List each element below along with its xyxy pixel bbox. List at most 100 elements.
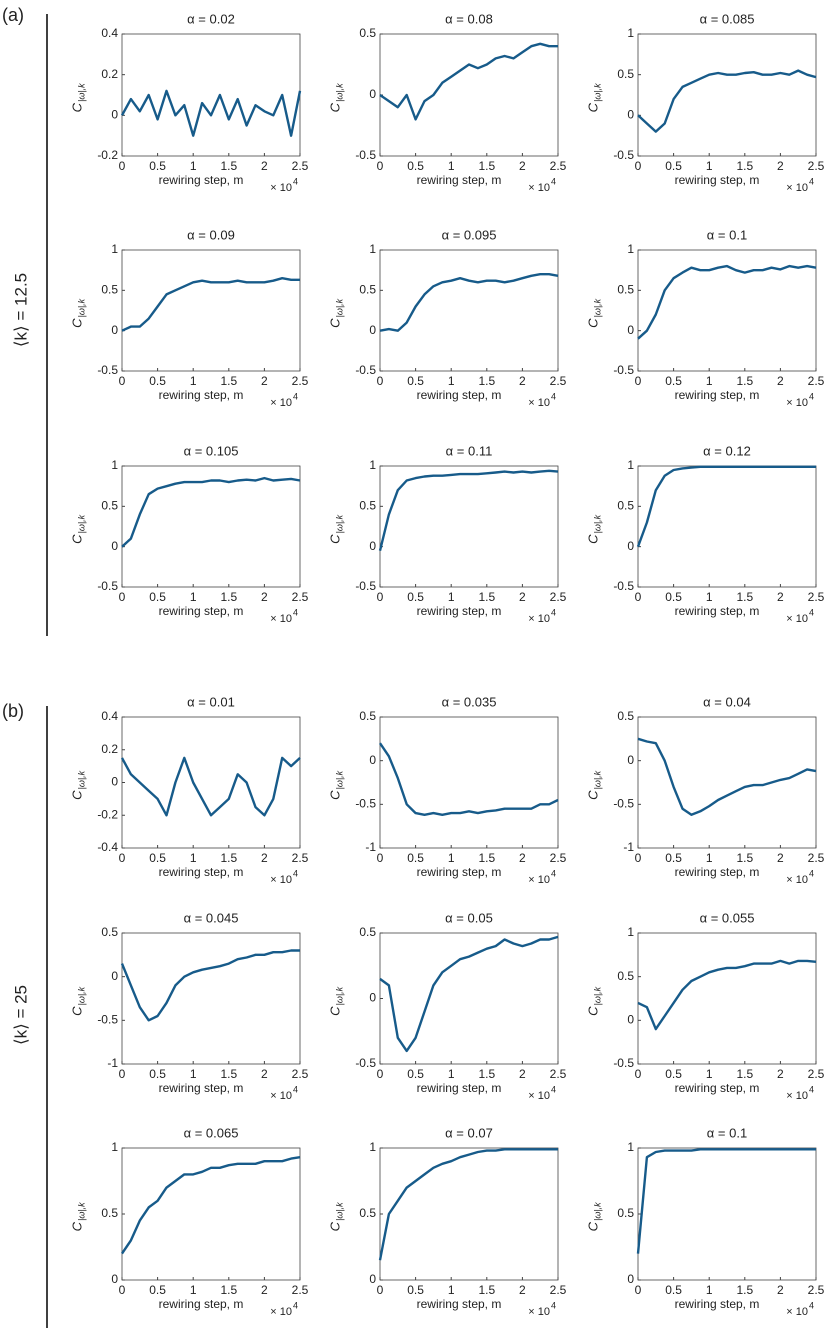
y-label-sub: |ω|,k xyxy=(76,986,86,1005)
y-tick-label: 0.4 xyxy=(101,709,118,723)
data-line xyxy=(120,756,301,817)
x-tick-label: 2 xyxy=(519,1067,526,1081)
y-label-sub: |ω|,k xyxy=(76,770,86,789)
x-tick-label: 0.5 xyxy=(149,590,166,604)
data-line xyxy=(637,959,817,1031)
x-exponent: 4 xyxy=(809,1300,814,1310)
y-tick-label: 0.5 xyxy=(101,925,118,939)
x-tick-label: 2.5 xyxy=(292,374,309,388)
x-exponent: 4 xyxy=(551,1084,556,1094)
x-tick-label: 2 xyxy=(261,159,268,173)
x-multiplier: × 10 xyxy=(270,613,292,625)
y-tick-label: 1 xyxy=(369,242,376,256)
x-tick-label: 0.5 xyxy=(407,1067,424,1081)
chart-title: α = 0.05 xyxy=(445,910,493,925)
x-tick-label: 1.5 xyxy=(478,851,495,865)
chart-title: α = 0.035 xyxy=(442,694,497,709)
x-multiplier: × 10 xyxy=(270,1306,292,1318)
x-tick-label: 0.5 xyxy=(407,1283,424,1297)
x-exponent: 4 xyxy=(809,1084,814,1094)
x-tick-label: 2 xyxy=(777,374,784,388)
y-label-sub: |ω|,k xyxy=(334,1202,344,1221)
y-label-main: C xyxy=(585,790,600,800)
x-tick-label: 0 xyxy=(119,1283,126,1297)
y-tick-label: -0.5 xyxy=(97,1013,118,1027)
plot-frame xyxy=(379,1147,559,1281)
y-axis-label: C|ω|,k xyxy=(69,514,86,544)
x-tick-label: 1 xyxy=(448,851,455,865)
chart-title: α = 0.1 xyxy=(707,1125,747,1140)
data-line xyxy=(379,42,558,121)
x-axis-label: rewiring step, m xyxy=(675,1297,760,1311)
x-tick-label: 2.5 xyxy=(808,851,825,865)
x-multiplier: × 10 xyxy=(528,182,550,194)
data-line xyxy=(378,1148,558,1261)
x-tick-label: 0.5 xyxy=(149,1283,166,1297)
x-tick-label: 2 xyxy=(777,159,784,173)
y-label-sub: |ω|,k xyxy=(76,298,86,317)
y-tick-label: 1 xyxy=(627,26,634,40)
data-line xyxy=(379,742,559,816)
y-axis-label: C|ω|,k xyxy=(585,514,602,544)
x-tick-label: 2 xyxy=(777,1283,784,1297)
group-label: ⟨k⟩ = 12.5 xyxy=(11,273,30,347)
x-axis-label: rewiring step, m xyxy=(417,604,502,618)
x-tick-label: 2.5 xyxy=(550,590,567,604)
y-tick-label: 1 xyxy=(111,242,118,256)
x-tick-label: 1.5 xyxy=(736,851,753,865)
x-axis-label: rewiring step, m xyxy=(159,1297,244,1311)
y-tick-label: -0.5 xyxy=(355,363,376,377)
x-tick-label: 1 xyxy=(190,1283,197,1297)
x-tick-label: 1 xyxy=(448,374,455,388)
y-tick-label: 0 xyxy=(627,539,634,553)
data-line xyxy=(121,1156,301,1255)
x-axis-label: rewiring step, m xyxy=(417,1081,502,1095)
data-line xyxy=(379,935,559,1053)
y-tick-label: -0.5 xyxy=(355,797,376,811)
y-label-main: C xyxy=(327,790,342,800)
y-label-main: C xyxy=(585,102,600,112)
plot-frame xyxy=(637,932,817,1065)
y-label-sub: |ω|,k xyxy=(334,986,344,1005)
x-tick-label: 0.5 xyxy=(665,590,682,604)
data-line xyxy=(378,469,559,551)
data-line xyxy=(636,465,816,548)
y-tick-label: 1 xyxy=(627,242,634,256)
x-tick-label: 1.5 xyxy=(736,374,753,388)
x-tick-label: 2.5 xyxy=(808,159,825,173)
y-label-sub: |ω|,k xyxy=(592,1202,602,1221)
x-axis-label: rewiring step, m xyxy=(417,388,502,402)
x-tick-label: 0.5 xyxy=(665,1283,682,1297)
x-multiplier: × 10 xyxy=(528,874,550,886)
x-multiplier: × 10 xyxy=(528,1306,550,1318)
y-tick-label: 0.5 xyxy=(101,283,118,297)
x-tick-label: 0 xyxy=(119,374,126,388)
y-tick-label: -0.2 xyxy=(97,148,118,162)
x-multiplier: × 10 xyxy=(270,182,292,194)
data-line xyxy=(121,476,301,548)
y-label-main: C xyxy=(69,1221,84,1231)
x-tick-label: 0.5 xyxy=(665,374,682,388)
plot-frame xyxy=(121,932,301,1065)
y-tick-label: -0.5 xyxy=(97,579,118,593)
x-tick-label: 1 xyxy=(706,374,713,388)
y-label-main: C xyxy=(585,318,600,328)
y-axis-label: C|ω|,k xyxy=(69,1202,86,1232)
x-exponent: 4 xyxy=(809,607,814,617)
x-tick-label: 1.5 xyxy=(220,374,237,388)
y-axis-label: C|ω|,k xyxy=(327,986,344,1016)
x-axis-label: rewiring step, m xyxy=(675,173,760,187)
data-line xyxy=(637,737,817,816)
x-axis-label: rewiring step, m xyxy=(675,1081,760,1095)
plot-frame xyxy=(121,465,301,588)
x-multiplier: × 10 xyxy=(270,397,292,409)
x-axis-label: rewiring step, m xyxy=(159,173,244,187)
x-tick-label: 1.5 xyxy=(220,1283,237,1297)
x-tick-label: 1 xyxy=(190,159,197,173)
y-tick-label: 0 xyxy=(369,753,376,767)
x-multiplier: × 10 xyxy=(528,1090,550,1102)
chart-title: α = 0.1 xyxy=(707,227,747,242)
x-tick-label: 0 xyxy=(377,1283,384,1297)
x-exponent: 4 xyxy=(551,391,556,401)
x-tick-label: 1 xyxy=(706,159,713,173)
